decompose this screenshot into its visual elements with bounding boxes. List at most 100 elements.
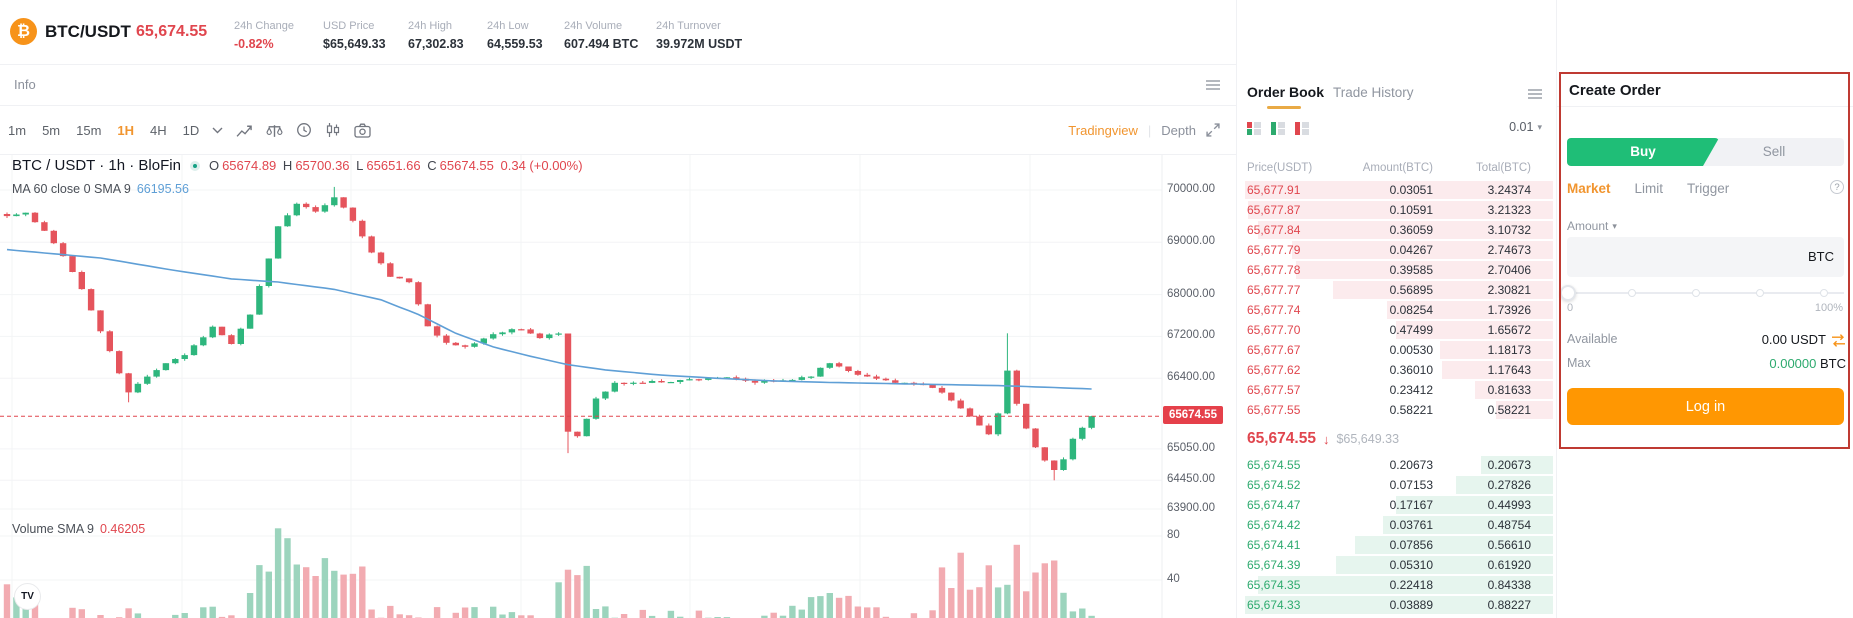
bid-row[interactable]: 65,674.33 0.03889 0.88227 [1239, 595, 1553, 615]
amount-input[interactable]: BTC [1567, 237, 1844, 277]
volume-axis-tick: 80 [1167, 529, 1180, 541]
timeframe-1H[interactable]: 1H [117, 122, 135, 138]
order-type-trigger[interactable]: Trigger [1687, 181, 1730, 196]
row-total: 2.30821 [1487, 283, 1531, 297]
chart-symbol-label[interactable]: BTC / USDT · 1h · BloFin [12, 157, 181, 174]
mid-price-row[interactable]: 65,674.55 ↓ $65,649.33 [1247, 426, 1399, 452]
ask-row[interactable]: 65,677.77 0.56895 2.30821 [1239, 280, 1553, 300]
tradingview-view-button[interactable]: Tradingview [1068, 122, 1138, 138]
ask-row[interactable]: 65,677.57 0.23412 0.81633 [1239, 380, 1553, 400]
row-total: 1.73926 [1487, 303, 1531, 317]
order-type-limit[interactable]: Limit [1634, 181, 1664, 196]
time-icon[interactable] [296, 122, 312, 138]
depth-bar [1455, 476, 1553, 494]
stat-value: 607.494 BTC [564, 37, 639, 51]
chart-type-icon[interactable] [236, 123, 253, 138]
buy-tab[interactable]: Buy [1567, 138, 1719, 166]
timeframe-1m[interactable]: 1m [8, 122, 27, 138]
ask-row[interactable]: 65,677.74 0.08254 1.73926 [1239, 300, 1553, 320]
btc-logo-icon: ₿ [10, 18, 37, 45]
stat-value: $65,649.33 [323, 37, 386, 51]
row-total: 0.44993 [1487, 498, 1531, 512]
timeframe-15m[interactable]: 15m [76, 122, 102, 138]
tradingview-logo[interactable]: TV [14, 583, 41, 610]
ask-row[interactable]: 65,677.84 0.36059 3.10732 [1239, 220, 1553, 240]
timeframe-1D[interactable]: 1D [182, 122, 200, 138]
slider-dot[interactable] [1628, 289, 1636, 297]
tab-trade-history[interactable]: Trade History [1333, 85, 1414, 100]
y-axis-tick: 64450.00 [1167, 473, 1215, 486]
ma-legend[interactable]: MA 60 close 0 SMA 9 66195.56 [12, 182, 189, 196]
row-price: 65,677.84 [1247, 223, 1301, 237]
ask-row[interactable]: 65,677.67 0.00530 1.18173 [1239, 340, 1553, 360]
volume-axis-tick: 40 [1167, 573, 1180, 585]
chart-menu-icon[interactable] [1206, 79, 1220, 91]
y-axis-tick: 70000.00 [1167, 183, 1215, 195]
ask-row[interactable]: 65,677.79 0.04267 2.74673 [1239, 240, 1553, 260]
indicators-icon[interactable] [266, 123, 283, 138]
candle-style-icon[interactable] [325, 122, 341, 138]
ask-row[interactable]: 65,677.91 0.03051 3.24374 [1239, 180, 1553, 200]
fullscreen-icon[interactable] [1206, 123, 1220, 137]
precision-select[interactable]: 0.01 ▾ [1509, 120, 1542, 134]
chart-area [0, 155, 1236, 618]
bid-row[interactable]: 65,674.39 0.05310 0.61920 [1239, 555, 1553, 575]
ask-row[interactable]: 65,677.78 0.39585 2.70406 [1239, 260, 1553, 280]
slider-dot[interactable] [1756, 289, 1764, 297]
book-mode-asks-icon[interactable] [1295, 122, 1309, 135]
row-amount: 0.47499 [1389, 323, 1433, 337]
bid-row[interactable]: 65,674.55 0.20673 0.20673 [1239, 455, 1553, 475]
bid-row[interactable]: 65,674.42 0.03761 0.48754 [1239, 515, 1553, 535]
bid-row[interactable]: 65,674.52 0.07153 0.27826 [1239, 475, 1553, 495]
timeframe-5m[interactable]: 5m [42, 122, 61, 138]
slider-dot[interactable] [1820, 289, 1828, 297]
row-total: 1.17643 [1487, 363, 1531, 377]
row-price: 65,674.39 [1247, 558, 1301, 572]
row-amount: 0.23412 [1389, 383, 1433, 397]
bid-row[interactable]: 65,674.47 0.17167 0.44993 [1239, 495, 1553, 515]
snapshot-camera-icon[interactable] [354, 123, 371, 138]
order-book-panel: Order Book Trade History 0.01 ▾ Price(USD… [1236, 0, 1556, 618]
pair-title[interactable]: BTC/USDT [45, 22, 131, 41]
book-mode-both-icon[interactable] [1247, 122, 1261, 135]
stat-label: 24h Low [487, 20, 529, 32]
book-mode-bids-icon[interactable] [1271, 122, 1285, 135]
stat-value: -0.82% [234, 37, 274, 51]
slider-dot[interactable] [1692, 289, 1700, 297]
mid-price: 65,674.55 [1247, 430, 1316, 447]
bid-row[interactable]: 65,674.35 0.22418 0.84338 [1239, 575, 1553, 595]
tab-order-book[interactable]: Order Book [1247, 84, 1325, 100]
active-tab-underline [1267, 106, 1301, 109]
timeframe-4H[interactable]: 4H [150, 122, 167, 138]
order-book-menu-icon[interactable] [1528, 88, 1542, 100]
depth-view-button[interactable]: Depth [1161, 122, 1196, 138]
log-in-button[interactable]: Log in [1567, 388, 1844, 425]
row-amount: 0.22418 [1389, 578, 1433, 592]
order-type-market[interactable]: Market [1567, 181, 1611, 196]
row-amount: 0.36059 [1389, 223, 1433, 237]
stat-value: 67,302.83 [408, 37, 464, 51]
depth-bar [1383, 516, 1553, 534]
depth-bar [1292, 241, 1553, 259]
available-label: Available [1567, 332, 1618, 346]
amount-slider-track[interactable] [1567, 292, 1844, 294]
row-total: 1.18173 [1487, 343, 1531, 357]
order-book-columns: Price(USDT) Amount(BTC) Total(BTC) [1247, 162, 1531, 174]
amount-slider-handle[interactable] [1560, 285, 1576, 301]
row-total: 0.27826 [1487, 478, 1531, 492]
row-total: 0.58221 [1487, 403, 1531, 417]
amount-selector[interactable]: Amount ▾ [1567, 219, 1617, 233]
help-icon[interactable]: ? [1830, 180, 1844, 194]
volume-legend[interactable]: Volume SMA 9 0.46205 [12, 522, 146, 536]
ask-row[interactable]: 65,677.55 0.58221 0.58221 [1239, 400, 1553, 420]
timeframe-more-icon[interactable] [212, 127, 223, 134]
bid-row[interactable]: 65,674.41 0.07856 0.56610 [1239, 535, 1553, 555]
candlestick-chart[interactable] [0, 155, 1236, 618]
max-value: 0.00000 BTC [1769, 356, 1846, 371]
ask-row[interactable]: 65,677.62 0.36010 1.17643 [1239, 360, 1553, 380]
transfer-icon[interactable] [1831, 334, 1846, 347]
sell-tab[interactable]: Sell [1762, 144, 1786, 159]
ask-row[interactable]: 65,677.70 0.47499 1.65672 [1239, 320, 1553, 340]
tab-info[interactable]: Info [14, 77, 36, 92]
ask-row[interactable]: 65,677.87 0.10591 3.21323 [1239, 200, 1553, 220]
